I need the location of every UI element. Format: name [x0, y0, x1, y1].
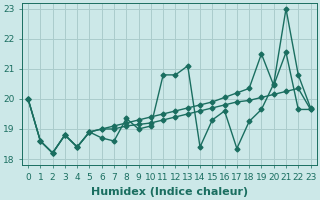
X-axis label: Humidex (Indice chaleur): Humidex (Indice chaleur)	[91, 187, 248, 197]
